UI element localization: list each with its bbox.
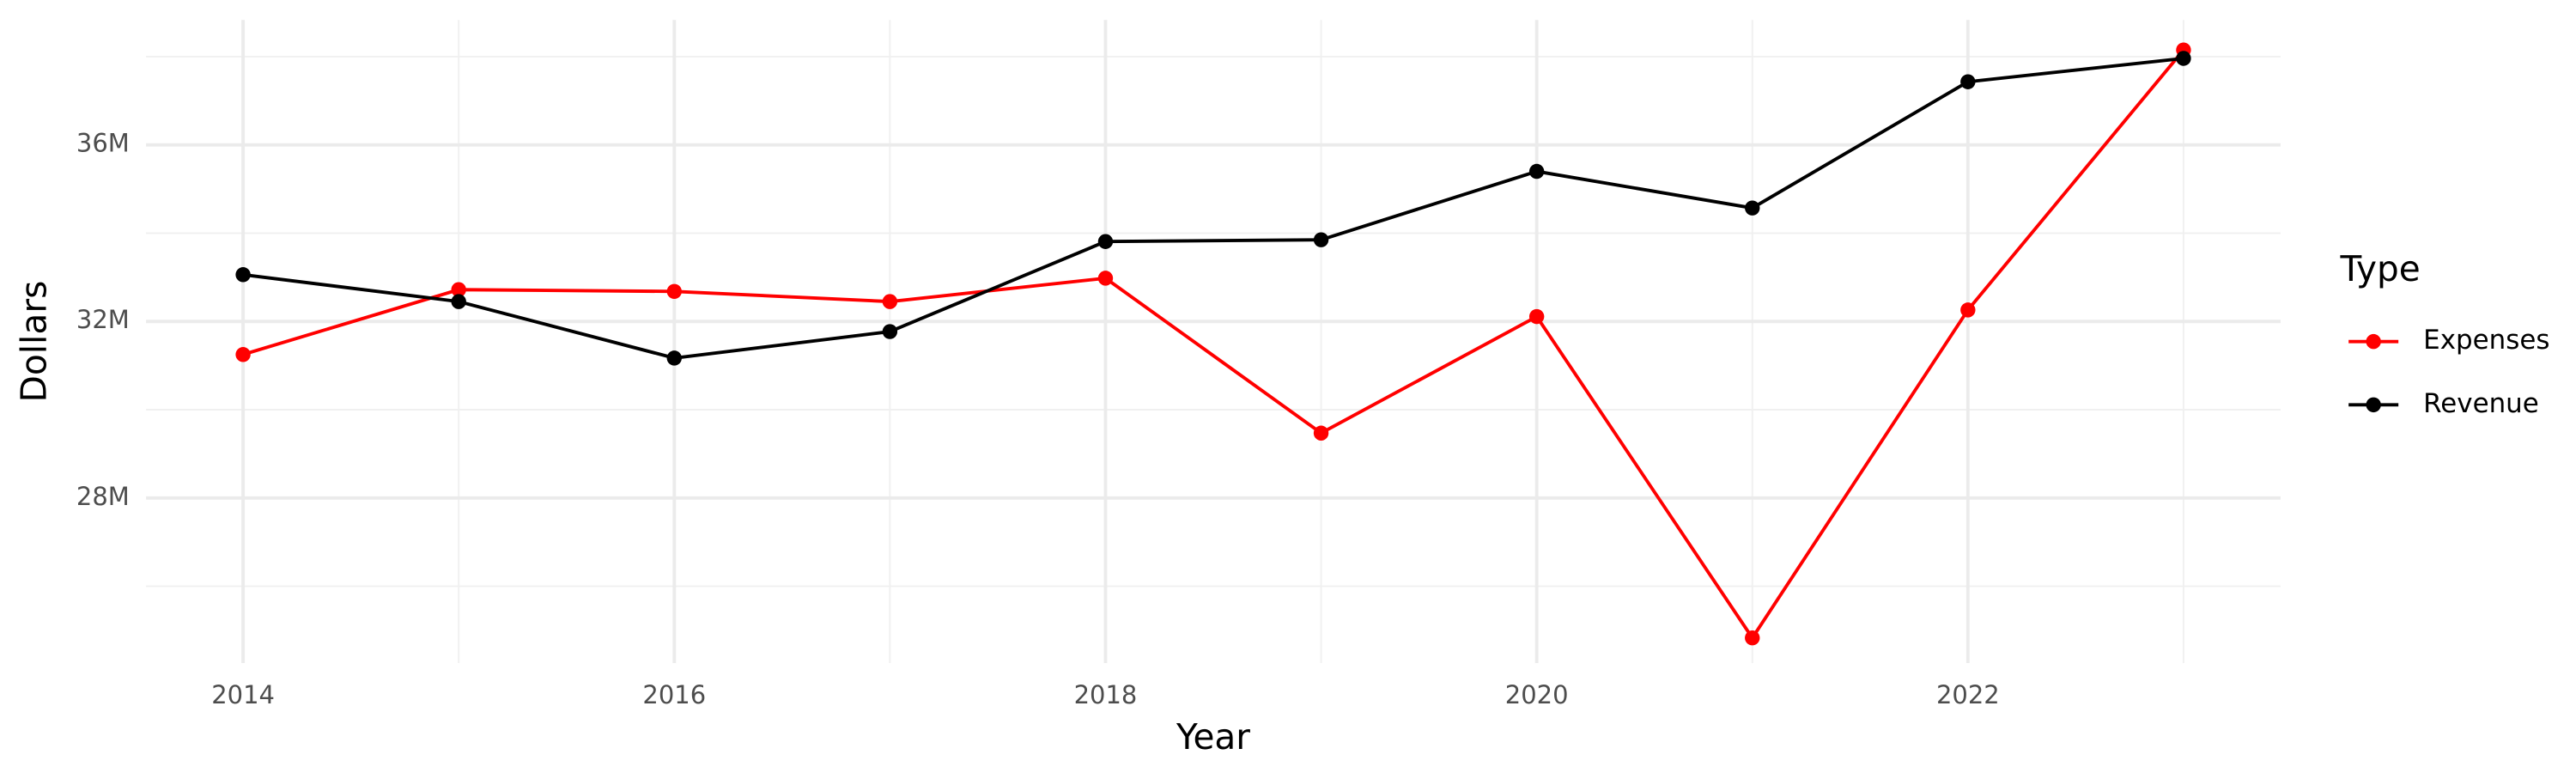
point: [1960, 74, 1976, 89]
point: [1960, 302, 1976, 318]
point: [1745, 200, 1760, 216]
y-axis-title: Dollars: [14, 281, 55, 403]
legend-title: Type: [2340, 248, 2421, 289]
x-tick-label: 2020: [1505, 680, 1569, 709]
y-tick-label: 32M: [76, 305, 130, 334]
point: [2176, 51, 2191, 66]
point: [451, 294, 466, 309]
x-tick-label: 2016: [642, 680, 706, 709]
x-tick-label: 2018: [1074, 680, 1138, 709]
legend-label: Revenue: [2423, 388, 2539, 419]
line: [242, 57, 2184, 360]
point: [882, 294, 898, 309]
line: [242, 48, 2185, 642]
point: [882, 324, 898, 339]
point: [235, 347, 251, 362]
point: [666, 350, 682, 366]
point: [1745, 630, 1760, 646]
point: [666, 283, 682, 300]
point: [1097, 234, 1114, 249]
grid: [146, 20, 2281, 663]
x-tick-label: 2022: [1936, 680, 2000, 709]
point: [1313, 232, 1329, 247]
point: [1313, 425, 1329, 441]
point: [1097, 271, 1114, 286]
legend-key: [2366, 333, 2381, 350]
legend-label: Expenses: [2423, 325, 2549, 356]
legend-key: [2366, 397, 2381, 413]
y-tick-label: 36M: [76, 129, 130, 158]
x-tick-label: 2014: [211, 680, 275, 709]
point: [451, 282, 466, 297]
x-axis-title: Year: [1176, 716, 1250, 758]
point: [235, 267, 251, 283]
y-tick-label: 28M: [76, 482, 130, 511]
point: [1528, 308, 1545, 325]
point: [1528, 163, 1545, 180]
